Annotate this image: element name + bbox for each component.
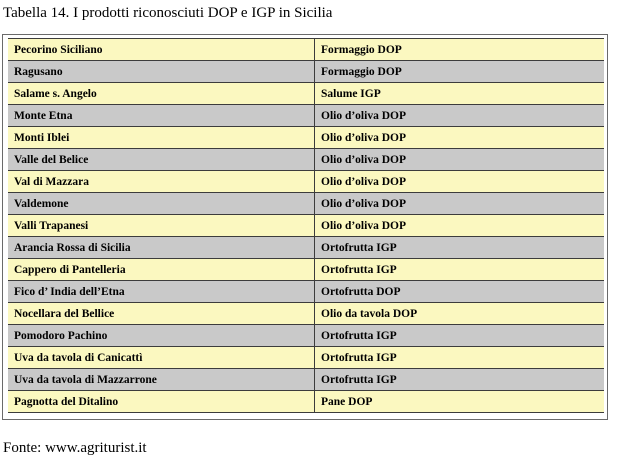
table-row: Cappero di Pantelleria Ortofrutta IGP: [8, 258, 604, 281]
table-row: Valdemone Olio d’oliva DOP: [8, 192, 604, 215]
product-category-cell: Olio d’oliva DOP: [314, 104, 604, 127]
table-row: Val di Mazzara Olio d’oliva DOP: [8, 170, 604, 193]
product-name-cell: Pomodoro Pachino: [8, 324, 315, 347]
product-name-cell: Uva da tavola di Canicattì: [8, 346, 315, 369]
product-category-cell: Ortofrutta DOP: [314, 280, 604, 303]
product-category-cell: Olio d’oliva DOP: [314, 148, 604, 171]
product-name-cell: Valle del Belice: [8, 148, 315, 171]
table-row: Valli Trapanesi Olio d’oliva DOP: [8, 214, 604, 237]
products-table: Pecorino Siciliano Formaggio DOP Ragusano F…: [8, 38, 604, 413]
product-name-cell: Cappero di Pantelleria: [8, 258, 315, 281]
table-row: Uva da tavola di Mazzarrone Ortofrutta IG…: [8, 368, 604, 391]
product-name-cell: Fico d’ India dell’Etna: [8, 280, 315, 303]
source-note: Fonte: www.agriturist.it: [3, 440, 147, 456]
product-name-cell: Monte Etna: [8, 104, 315, 127]
table-row: Monti Iblei Olio d’oliva DOP: [8, 126, 604, 149]
product-category-cell: Olio d’oliva DOP: [314, 126, 604, 149]
product-category-cell: Ortofrutta IGP: [314, 368, 604, 391]
table-row: Monte Etna Olio d’oliva DOP: [8, 104, 604, 127]
table-row: Uva da tavola di Canicattì Ortofrutta IGP: [8, 346, 604, 369]
product-name-cell: Uva da tavola di Mazzarrone: [8, 368, 315, 391]
product-category-cell: Ortofrutta IGP: [314, 258, 604, 281]
product-category-cell: Olio d’oliva DOP: [314, 214, 604, 237]
product-name-cell: Monti Iblei: [8, 126, 315, 149]
table-caption: Tabella 14. I prodotti riconosciuti DOP …: [3, 5, 333, 21]
table-row: Salame s. Angelo Salume IGP: [8, 82, 604, 105]
product-category-cell: Olio d’oliva DOP: [314, 192, 604, 215]
product-category-cell: Formaggio DOP: [314, 38, 604, 61]
product-category-cell: Formaggio DOP: [314, 60, 604, 83]
product-category-cell: Ortofrutta IGP: [314, 346, 604, 369]
product-name-cell: Valdemone: [8, 192, 315, 215]
product-name-cell: Val di Mazzara: [8, 170, 315, 193]
product-category-cell: Ortofrutta IGP: [314, 236, 604, 259]
product-category-cell: Pane DOP: [314, 390, 604, 413]
table-row: Pomodoro Pachino Ortofrutta IGP: [8, 324, 604, 347]
table-row: Pecorino Siciliano Formaggio DOP: [8, 38, 604, 61]
table-row: Nocellara del Bellice Olio da tavola DOP: [8, 302, 604, 325]
products-table-body: Pecorino Siciliano Formaggio DOP Ragusano F…: [8, 38, 604, 413]
product-name-cell: Valli Trapanesi: [8, 214, 315, 237]
product-category-cell: Olio da tavola DOP: [314, 302, 604, 325]
product-name-cell: Nocellara del Bellice: [8, 302, 315, 325]
product-name-cell: Pagnotta del Ditalino: [8, 390, 315, 413]
product-name-cell: Arancia Rossa di Sicilia: [8, 236, 315, 259]
product-category-cell: Salume IGP: [314, 82, 604, 105]
product-name-cell: Ragusano: [8, 60, 315, 83]
product-category-cell: Ortofrutta IGP: [314, 324, 604, 347]
table-row: Valle del Belice Olio d’oliva DOP: [8, 148, 604, 171]
table-row: Fico d’ India dell’Etna Ortofrutta DOP: [8, 280, 604, 303]
product-category-cell: Olio d’oliva DOP: [314, 170, 604, 193]
table-row: Pagnotta del Ditalino Pane DOP: [8, 390, 604, 413]
products-table-frame: Pecorino Siciliano Formaggio DOP Ragusano F…: [2, 34, 608, 420]
product-name-cell: Salame s. Angelo: [8, 82, 315, 105]
product-name-cell: Pecorino Siciliano: [8, 38, 315, 61]
table-row: Ragusano Formaggio DOP: [8, 60, 604, 83]
table-row: Arancia Rossa di Sicilia Ortofrutta IGP: [8, 236, 604, 259]
